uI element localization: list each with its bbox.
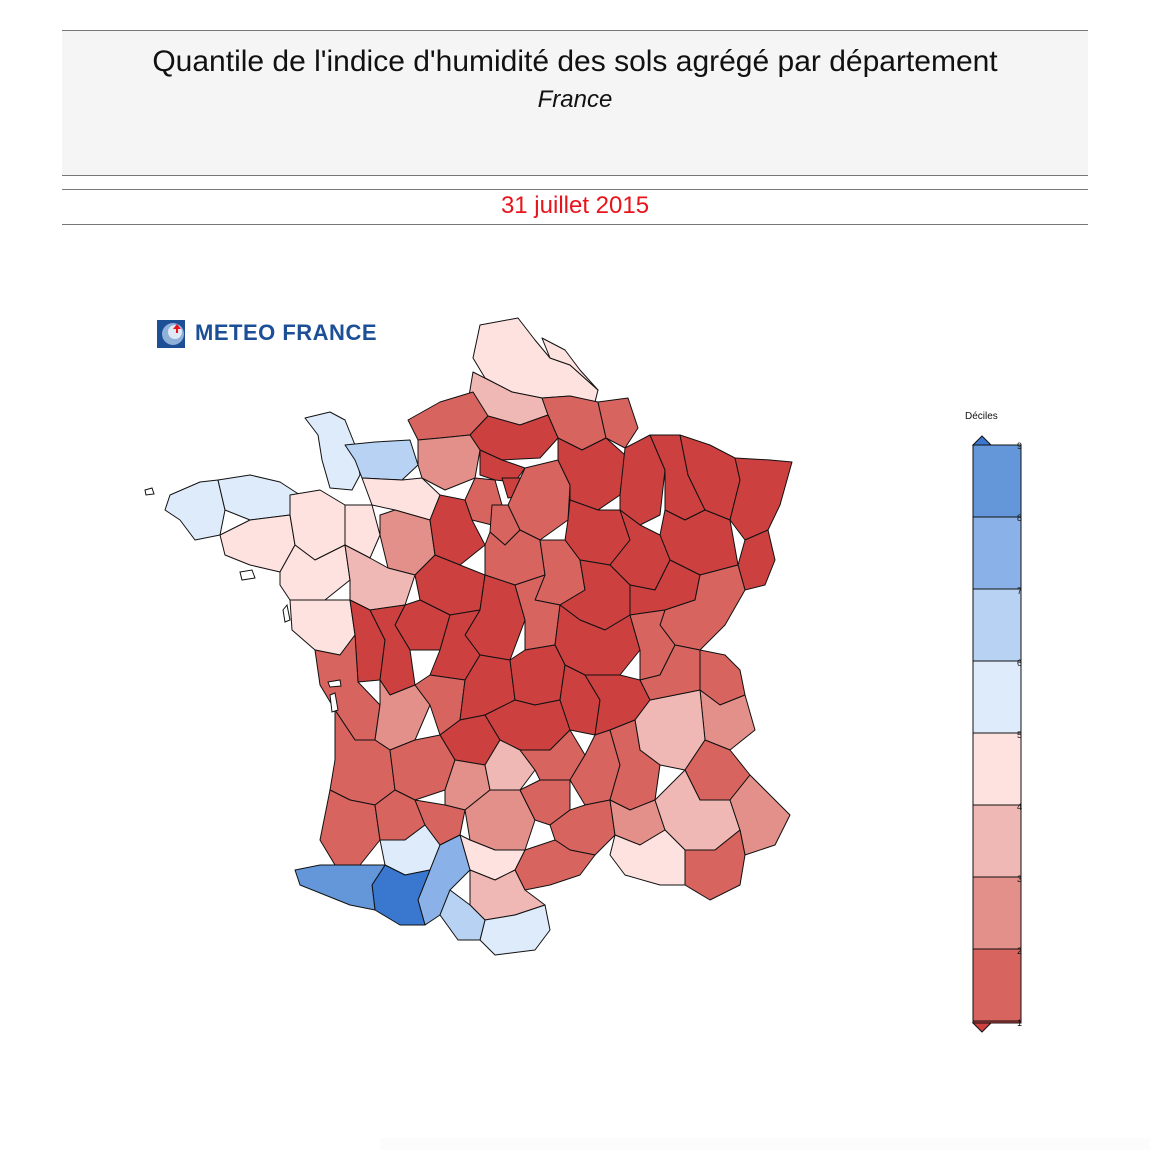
legend-tick-3: 3 xyxy=(1017,874,1023,884)
dept-landes xyxy=(319,789,381,866)
meteo-france-logo: METEO FRANCE xyxy=(157,318,397,352)
divider-bottom xyxy=(62,224,1088,225)
legend-band-7 xyxy=(972,588,1022,662)
legend-tick-1: 1 xyxy=(1017,1018,1023,1028)
map-title: Quantile de l'indice d'humidité des sols… xyxy=(152,45,998,78)
legend-arrow-top xyxy=(971,435,993,446)
dept-loiret xyxy=(484,529,546,586)
dept-bas-rhin xyxy=(729,457,793,541)
dept-vendee xyxy=(289,599,356,656)
dept-mayenne xyxy=(344,504,381,559)
logo-text: METEO FRANCE xyxy=(195,320,377,345)
legend-band-3 xyxy=(972,876,1022,950)
dept-pas-de-calais xyxy=(541,337,599,391)
legend-band-5 xyxy=(972,732,1022,806)
map-date: 31 juillet 2015 xyxy=(500,192,650,219)
legend-band-4 xyxy=(972,804,1022,878)
legend-tick-4: 4 xyxy=(1017,802,1023,812)
legend-band-6 xyxy=(972,660,1022,734)
dept-eure xyxy=(417,434,481,491)
dept-haut-rhin xyxy=(737,529,776,591)
dept-var xyxy=(684,829,746,901)
legend-tick-6: 6 xyxy=(1017,658,1023,668)
legend-band-9 xyxy=(972,444,1022,518)
dept-pyrenees-atlantiques xyxy=(294,864,386,911)
dept-cotes-d-armor xyxy=(217,474,301,521)
dept-ain-east xyxy=(639,644,701,701)
legend-arrow-bottom xyxy=(971,1022,993,1033)
dept-pyrenees-orientales xyxy=(479,904,551,956)
dept-morbihan xyxy=(219,514,296,573)
divider-top xyxy=(62,189,1088,190)
legend-title: Déciles xyxy=(965,411,998,422)
dept-marne xyxy=(557,437,626,511)
dept-ariege xyxy=(439,889,486,941)
legend-band-8 xyxy=(972,516,1022,590)
map-subtitle: France xyxy=(537,86,613,113)
dept-calvados xyxy=(344,439,419,481)
dept-manche xyxy=(304,411,361,491)
island-belle-ile xyxy=(239,569,256,581)
island-noirmoutier xyxy=(282,603,291,623)
dept-bouches-du-rhone xyxy=(609,829,686,886)
footer-strip xyxy=(380,1138,1150,1150)
dept-eure-et-loir xyxy=(429,494,486,566)
legend-band-2 xyxy=(972,948,1022,1022)
legend-tick-9: 9 xyxy=(1017,441,1023,451)
header-panel: Quantile de l'indice d'humidité des sols… xyxy=(62,30,1088,176)
dept-finistere xyxy=(164,479,226,541)
legend-tick-7: 7 xyxy=(1017,586,1023,596)
dept-ardennes xyxy=(597,397,639,449)
island-oleron xyxy=(329,692,339,713)
france-departments-map xyxy=(144,317,793,956)
meteo-france-logo-icon xyxy=(157,320,185,348)
legend-tick-5: 5 xyxy=(1017,730,1023,740)
legend-colorbar xyxy=(971,435,1022,1033)
legend-tick-8: 8 xyxy=(1017,513,1023,523)
island-ouessant xyxy=(144,487,155,496)
dept-allier xyxy=(509,644,566,706)
island-re xyxy=(327,679,342,688)
legend-tick-2: 2 xyxy=(1017,946,1023,956)
legend-band-1 xyxy=(972,1020,1022,1024)
